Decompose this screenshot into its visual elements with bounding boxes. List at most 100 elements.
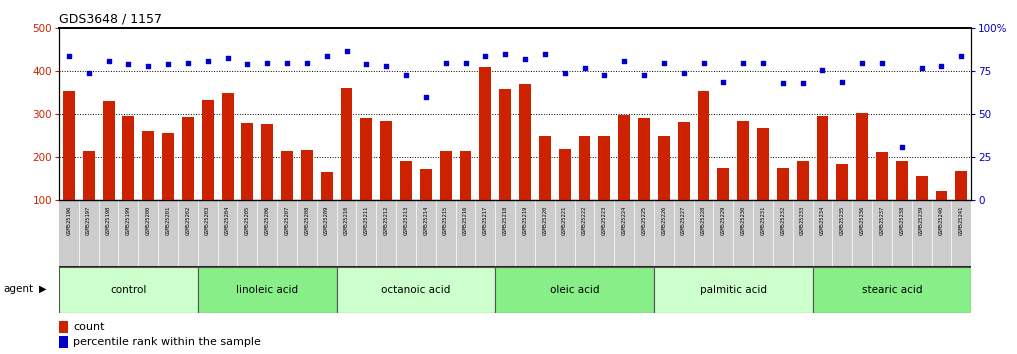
Text: GSM525206: GSM525206 xyxy=(264,205,270,235)
Bar xyxy=(460,151,472,200)
Bar xyxy=(856,113,869,200)
Point xyxy=(477,53,493,59)
Point xyxy=(120,62,136,67)
Bar xyxy=(261,124,274,200)
Point xyxy=(239,62,255,67)
Text: GSM525219: GSM525219 xyxy=(523,205,528,235)
Bar xyxy=(420,169,432,200)
Text: GSM525228: GSM525228 xyxy=(701,205,706,235)
Bar xyxy=(539,136,551,200)
Text: GDS3648 / 1157: GDS3648 / 1157 xyxy=(59,12,162,25)
Point xyxy=(259,60,276,65)
Text: GSM525226: GSM525226 xyxy=(661,205,666,235)
Point xyxy=(61,53,77,59)
Bar xyxy=(495,267,654,313)
Bar xyxy=(122,116,134,200)
Bar xyxy=(337,267,495,313)
Text: GSM525213: GSM525213 xyxy=(404,205,409,235)
Text: GSM525197: GSM525197 xyxy=(86,205,92,235)
Bar xyxy=(201,101,214,200)
Point xyxy=(675,70,692,76)
Point xyxy=(834,79,850,84)
Text: GSM525215: GSM525215 xyxy=(443,205,448,235)
Bar xyxy=(836,164,848,200)
Text: GSM525205: GSM525205 xyxy=(245,205,250,235)
Point xyxy=(794,80,811,86)
Point xyxy=(556,70,573,76)
Bar xyxy=(757,128,769,200)
Bar xyxy=(936,190,948,200)
Bar xyxy=(579,136,591,200)
Point xyxy=(755,60,771,65)
Text: GSM525235: GSM525235 xyxy=(840,205,845,235)
Text: GSM525216: GSM525216 xyxy=(463,205,468,235)
Point xyxy=(636,72,652,78)
Point xyxy=(458,60,474,65)
Point xyxy=(953,53,969,59)
Point xyxy=(358,62,374,67)
Point xyxy=(378,63,395,69)
Text: palmitic acid: palmitic acid xyxy=(700,285,767,295)
Text: GSM525209: GSM525209 xyxy=(324,205,330,235)
Point xyxy=(160,62,176,67)
Bar xyxy=(618,115,631,200)
Text: GSM525223: GSM525223 xyxy=(602,205,607,235)
Text: ▶: ▶ xyxy=(39,284,46,293)
Point xyxy=(874,60,890,65)
Point xyxy=(418,94,434,100)
Bar xyxy=(162,133,174,200)
Bar xyxy=(103,101,115,200)
Text: GSM525208: GSM525208 xyxy=(304,205,309,235)
Text: GSM525198: GSM525198 xyxy=(106,205,111,235)
Point xyxy=(616,58,633,64)
Text: GSM525207: GSM525207 xyxy=(285,205,290,235)
Text: GSM525200: GSM525200 xyxy=(145,205,151,235)
Point xyxy=(715,79,731,84)
Point xyxy=(437,60,454,65)
Bar xyxy=(698,91,710,200)
Bar xyxy=(63,91,75,200)
Text: GSM525240: GSM525240 xyxy=(939,205,944,235)
Text: GSM525214: GSM525214 xyxy=(423,205,428,235)
Text: GSM525203: GSM525203 xyxy=(205,205,211,235)
Bar xyxy=(301,150,313,200)
Bar xyxy=(519,84,531,200)
Text: linoleic acid: linoleic acid xyxy=(236,285,298,295)
Point xyxy=(339,48,355,53)
Bar xyxy=(737,121,750,200)
Point xyxy=(735,60,752,65)
Point xyxy=(80,70,97,76)
Bar xyxy=(817,116,829,200)
Text: oleic acid: oleic acid xyxy=(550,285,599,295)
Text: count: count xyxy=(73,322,105,332)
Bar xyxy=(638,118,650,200)
Point xyxy=(101,58,117,64)
Text: control: control xyxy=(110,285,146,295)
Bar xyxy=(380,121,393,200)
Text: GSM525212: GSM525212 xyxy=(383,205,388,235)
Bar xyxy=(499,89,512,200)
Text: GSM525231: GSM525231 xyxy=(761,205,766,235)
Point xyxy=(894,144,910,150)
Point xyxy=(140,63,157,69)
Bar xyxy=(777,168,789,200)
Point xyxy=(596,72,612,78)
Text: GSM525211: GSM525211 xyxy=(364,205,369,235)
Point xyxy=(934,63,950,69)
Text: GSM525210: GSM525210 xyxy=(344,205,349,235)
Bar xyxy=(241,123,253,200)
Bar xyxy=(915,176,928,200)
Text: GSM525218: GSM525218 xyxy=(502,205,507,235)
Text: stearic acid: stearic acid xyxy=(861,285,922,295)
Point xyxy=(199,58,216,64)
Bar xyxy=(360,119,372,200)
Point xyxy=(497,51,514,57)
Text: GSM525222: GSM525222 xyxy=(582,205,587,235)
Text: GSM525204: GSM525204 xyxy=(225,205,230,235)
Text: GSM525238: GSM525238 xyxy=(899,205,904,235)
Text: GSM525237: GSM525237 xyxy=(880,205,885,235)
Bar xyxy=(813,267,971,313)
Bar xyxy=(59,267,197,313)
Point xyxy=(299,60,315,65)
Bar xyxy=(439,151,452,200)
